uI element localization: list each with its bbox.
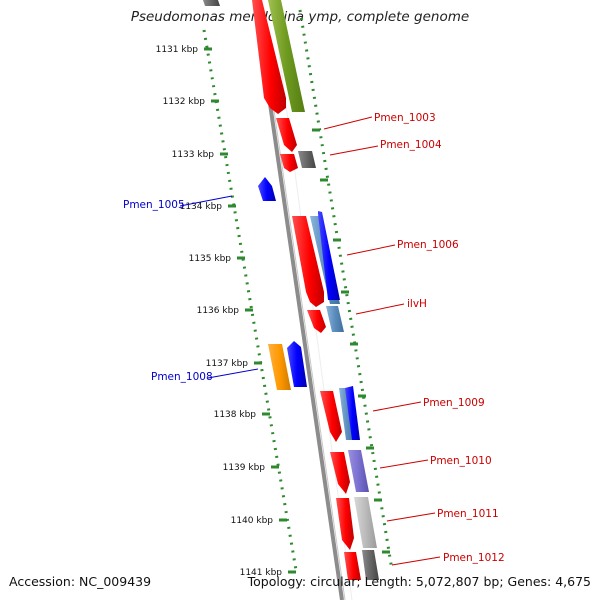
gene-arrow-pmen-1008-blue[interactable] <box>287 341 307 387</box>
kbp-tick-label: 1131 kbp <box>156 45 199 55</box>
gene-arrow-top-gray[interactable] <box>203 0 220 6</box>
kbp-tick-label: 1138 kbp <box>214 410 257 420</box>
gene-label-leader <box>391 556 441 566</box>
kbp-tick-label: 1141 kbp <box>240 568 283 578</box>
gene-label-leader <box>346 244 396 256</box>
gene-arrow-pmen-1003-green[interactable] <box>268 0 305 112</box>
gene-arrow-pmen-1009-red[interactable] <box>320 391 342 442</box>
gene-label[interactable]: Pmen_1004 <box>380 139 442 151</box>
gene-label[interactable]: Pmen_1009 <box>423 397 485 409</box>
gene-label[interactable]: Pmen_1012 <box>443 552 505 564</box>
gene-label[interactable]: Pmen_1008 <box>151 371 213 383</box>
kbp-tick-label: 1134 kbp <box>180 202 223 212</box>
gene-label[interactable]: Pmen_1010 <box>430 455 492 467</box>
kbp-tick-label: 1139 kbp <box>223 463 266 473</box>
gene-label[interactable]: Pmen_1006 <box>397 239 459 251</box>
kbp-tick-label: 1140 kbp <box>231 516 274 526</box>
gene-arrow-pmen-1011-red[interactable] <box>336 498 354 550</box>
gene-arrow-pmen-1004-red[interactable] <box>280 154 298 172</box>
gene-arrow-pmen-1012-red[interactable] <box>344 552 361 580</box>
gene-arrow-ilvh-red[interactable] <box>307 310 326 333</box>
gene-arrow-pmen-1012-dark[interactable] <box>362 550 379 580</box>
gene-arrow-pmen-1010-red[interactable] <box>330 452 350 494</box>
gene-label-leader <box>355 303 405 315</box>
gene-arrow-pmen-1008-orange[interactable] <box>268 344 291 390</box>
gene-labels: Pmen_1003 Pmen_1004 Pmen_1005 Pmen_1006 ilvH… <box>123 112 505 566</box>
gene-features <box>203 0 379 580</box>
kbp-tick-label: 1137 kbp <box>206 359 249 369</box>
gene-label[interactable]: ilvH <box>407 298 427 310</box>
gene-label-leader <box>379 459 429 469</box>
gene-arrow-pmen-1004-gray[interactable] <box>298 151 316 168</box>
kbp-tick-label: 1136 kbp <box>197 306 240 316</box>
gene-arrow-pmen-1010-purple[interactable] <box>348 450 369 492</box>
gene-label-leader <box>372 401 422 412</box>
gene-arrow-pmen-1009-blue[interactable] <box>345 386 360 440</box>
map-title: Pseudomonas mendocina ymp, complete geno… <box>130 9 470 25</box>
gene-arrow-ilvh-steel[interactable] <box>326 306 344 332</box>
kbp-tick-label: 1133 kbp <box>172 150 215 160</box>
accession-text: Accession: NC_009439 <box>9 574 152 589</box>
gene-arrow-pmen-1003-red[interactable] <box>276 118 297 152</box>
kbp-tick-label: 1135 kbp <box>189 254 232 264</box>
kbp-ticks: 1131 kbp 1132 kbp 1133 kbp 1134 kbp 1135 kbp… <box>156 45 390 578</box>
gene-label-leader <box>386 512 436 522</box>
gene-arrow-pmen-1005[interactable] <box>258 177 276 201</box>
gene-arrow-top-red[interactable] <box>252 0 286 114</box>
gene-arrow-pmen-1011-gray[interactable] <box>354 497 377 548</box>
gene-label-leader <box>329 145 379 156</box>
gene-label-leader <box>207 368 259 379</box>
gene-label-leader <box>179 195 233 207</box>
gene-label[interactable]: Pmen_1003 <box>374 112 436 124</box>
dotted-scale-tracks <box>202 9 394 571</box>
gene-label[interactable]: Pmen_1011 <box>437 508 499 520</box>
gene-label-leader <box>323 116 373 130</box>
gene-arrow-pmen-1006-red[interactable] <box>292 216 324 307</box>
genome-summary-text: Topology: circular; Length: 5,072,807 bp… <box>247 574 591 589</box>
gene-arrow-pmen-1006-blue[interactable] <box>318 211 340 300</box>
kbp-tick-label: 1132 kbp <box>163 97 206 107</box>
gene-label[interactable]: Pmen_1005 <box>123 199 185 211</box>
